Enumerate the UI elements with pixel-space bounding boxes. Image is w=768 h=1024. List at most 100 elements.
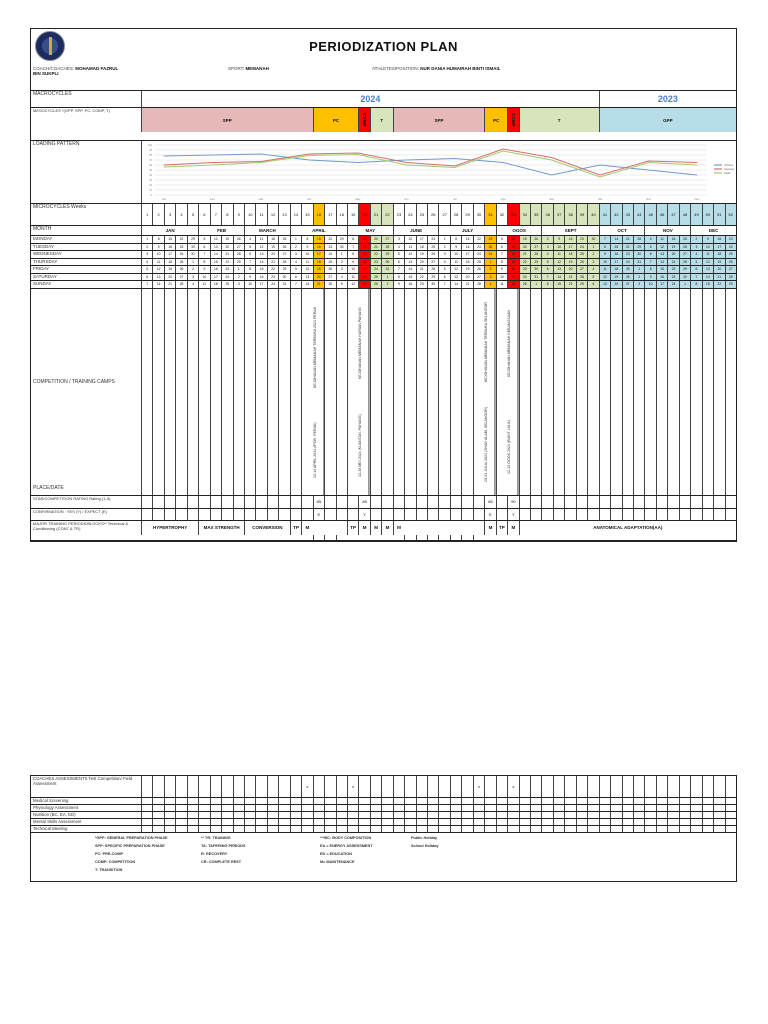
assessment-cell (552, 812, 564, 818)
sport-info: SPORT: MEMANAH (228, 66, 269, 71)
assessment-cell (221, 805, 232, 811)
date-cell: 18 (610, 266, 622, 273)
assessment-cell (598, 826, 610, 832)
rating-cell (564, 495, 575, 508)
y-tick-label: 80 (149, 154, 152, 157)
empty-cell (369, 288, 381, 495)
week-cell: 27 (438, 204, 449, 225)
assessment-cell (289, 776, 301, 797)
date-cell: 11 (655, 236, 668, 243)
date-cell: 1 (438, 236, 449, 243)
date-cell: 20 (415, 258, 427, 265)
empty-cell (404, 288, 415, 495)
assessment-cell (312, 798, 324, 804)
rating-cell (610, 495, 621, 508)
week-cell: 37 (552, 204, 565, 225)
date-cell: 25 (621, 266, 634, 273)
assessment-cell (484, 776, 495, 797)
assessment-cell (186, 819, 198, 825)
confirmation-cell (415, 508, 427, 520)
date-cell: 15 (255, 266, 266, 273)
assessment-cell (289, 826, 301, 832)
date-cell: 22 (621, 243, 634, 250)
day-row-saturday: SATURDAY 6 13 20 27 3 10 17 24 2 9 16 23 30 6 13 20 27 4 11… (31, 273, 736, 281)
assessment-cell (724, 776, 736, 797)
date-cell: 1 (484, 258, 496, 265)
week-cell: 19 (346, 204, 358, 225)
assessment-cell (713, 776, 724, 797)
mesocycle-comp: COMP (358, 108, 370, 132)
rating-cell (186, 495, 198, 508)
empty-cell (690, 288, 701, 495)
date-cell: 11 (701, 251, 714, 258)
date-cell: 11 (404, 243, 415, 250)
mesocycle-spp: SPP (392, 108, 485, 132)
date-cell: 22 (175, 236, 186, 243)
week-cell: 11 (255, 204, 266, 225)
month-jan: JAN (141, 226, 198, 235)
assessment-cell (438, 826, 449, 832)
week-cell: 2 (152, 204, 163, 225)
rating-cell (427, 495, 438, 508)
x-tick-label: Jan (162, 197, 167, 201)
rating-cell (369, 495, 381, 508)
month-ogos: OGOS (495, 226, 542, 235)
week-cell: 12 (266, 204, 278, 225)
day-row-sunday: SUNDAY 7 14 21 28 4 11 18 25 3 10 17 24 31 7 14 21 28 5 12 1… (31, 281, 736, 289)
date-cell: 2 (141, 243, 152, 250)
assessment-row: Medical Screening (31, 798, 736, 805)
assessment-cell (152, 826, 163, 832)
date-cell: 1 (186, 258, 198, 265)
assessment-cell (495, 826, 507, 832)
rating-cell (633, 495, 644, 508)
date-cell: 17 (610, 258, 622, 265)
date-cell: 3 (392, 236, 404, 243)
assessment-cell (335, 805, 347, 811)
legend-item: *GPP: GENERAL PREPARATION PHASE (95, 836, 168, 840)
assessment-cell (358, 805, 369, 811)
day-row-monday: MONDAY 1 8 15 22 29 5 12 19 26 4 11 18 25 1 8 15 22 29 6 13 2… (31, 236, 736, 244)
confirmation-cell (152, 508, 163, 520)
assessment-cell (186, 812, 198, 818)
date-cell: 4 (484, 281, 496, 288)
rating-cell (655, 495, 667, 508)
empty-cell (461, 288, 472, 495)
date-cell: 20 (369, 236, 382, 243)
data-point (260, 162, 262, 163)
empty-cell (713, 288, 724, 495)
mesocycles-title: MESOCYCLES * (33, 108, 64, 113)
mesocycle-gpp: GPP (598, 108, 736, 132)
date-cell: 17 (163, 251, 175, 258)
date-cell: 3 (289, 251, 301, 258)
microcycles-row-label: MICROCYCLES Weeks (33, 204, 87, 210)
training-block: MAX STRENGTH (198, 520, 244, 535)
date-cell: 8 (243, 266, 255, 273)
training-block: ANATOMICAL ADAPTATION(AA) (518, 520, 736, 535)
date-cell: 20 (713, 266, 725, 273)
date-cell: 25 (575, 251, 588, 258)
assessment-cell (415, 805, 427, 811)
assessment-cell (186, 805, 198, 811)
date-cell: 22 (472, 236, 484, 243)
date-cell: 21 (163, 281, 175, 288)
day-row-thursday: THURSDAY 4 11 18 25 1 8 15 22 29 7 14 21 28 4 11 18 25 2 9 1… (31, 258, 736, 266)
date-cell: 28 (472, 281, 484, 288)
assessment-cell (633, 798, 644, 804)
date-cell: 20 (312, 273, 325, 280)
week-cell: 28 (449, 204, 461, 225)
week-cell: 41 (598, 204, 611, 225)
date-cell: 9 (392, 281, 404, 288)
y-tick-label: 60 (149, 164, 152, 167)
confirmation-cell (644, 508, 655, 520)
date-cell: 31 (381, 266, 393, 273)
date-cell: 3 (541, 243, 553, 250)
rating-cell (495, 495, 507, 508)
empty-cell (324, 535, 335, 540)
date-cell: 27 (530, 243, 542, 250)
assessment-cell (690, 776, 701, 797)
legend-label: Intensity (724, 167, 735, 171)
assessment-cell (621, 826, 633, 832)
assessment-cell: x (472, 776, 484, 797)
date-cell: 18 (358, 273, 370, 280)
assessment-cell (552, 798, 564, 804)
